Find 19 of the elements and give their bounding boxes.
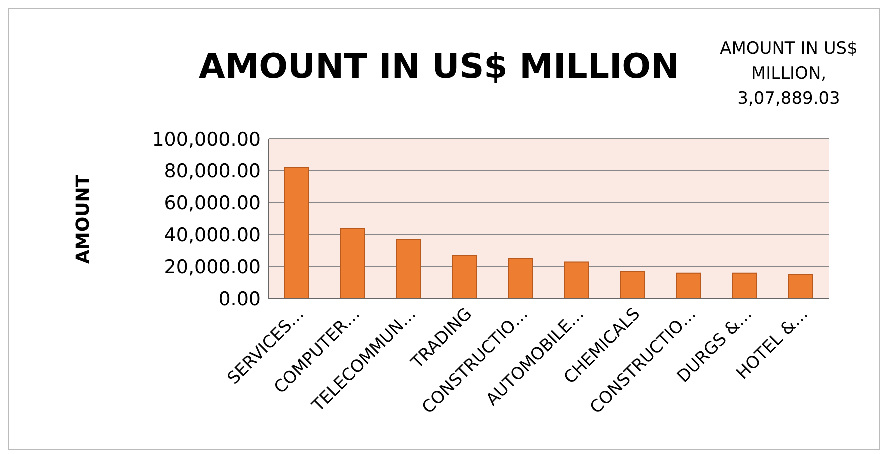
bar: [676, 272, 702, 299]
y-tick-label: 0.00: [218, 288, 261, 311]
text: AMOUNT IN US$ MILLION, 3,07,889.03: [720, 39, 858, 109]
y-tick-label: 60,000.00: [164, 192, 261, 215]
y-tick-label: 80,000.00: [164, 160, 261, 183]
chart-title: AMOUNT IN US$ MILLION: [199, 47, 680, 87]
bar: [396, 239, 422, 299]
bar: [732, 272, 758, 299]
bar: [788, 274, 814, 299]
y-tick-label: 100,000.00: [152, 128, 261, 151]
bar: [564, 262, 590, 299]
bar: [620, 271, 646, 299]
bar: [284, 167, 310, 299]
bar: [340, 228, 366, 299]
y-tick-label: 40,000.00: [164, 224, 261, 247]
y-tick-label: 20,000.00: [164, 256, 261, 279]
y-axis-title: AMOUNT: [73, 174, 94, 264]
bar: [452, 255, 478, 299]
bar: [508, 258, 534, 299]
